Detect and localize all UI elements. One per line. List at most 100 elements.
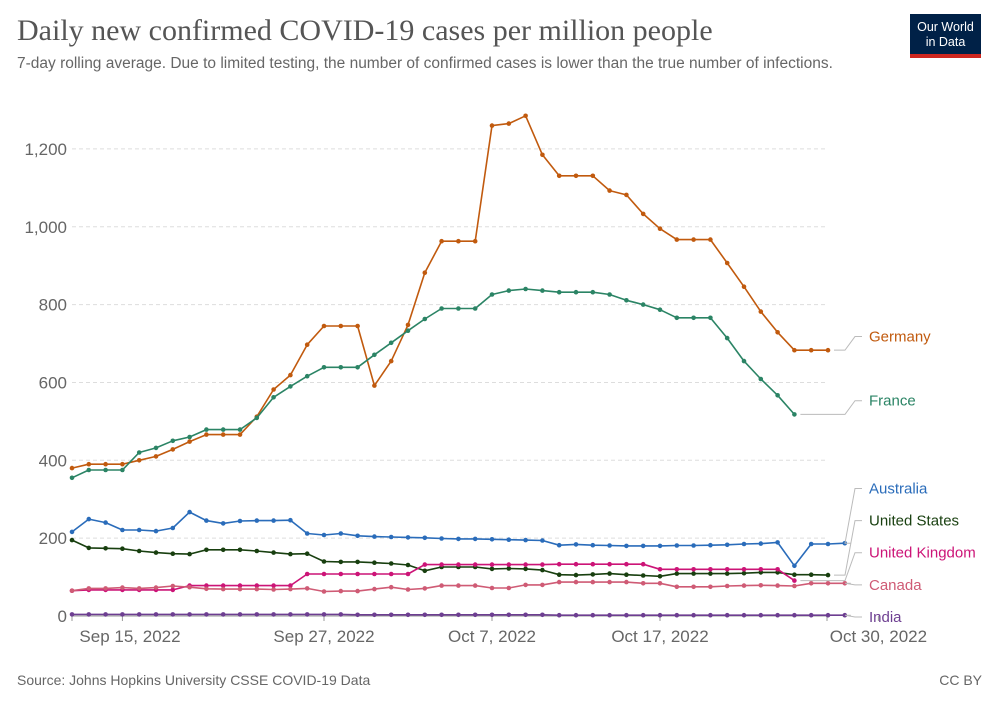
data-point-india — [506, 612, 512, 618]
data-point-australia — [170, 525, 176, 531]
data-point-france — [456, 306, 461, 311]
data-point-india — [338, 612, 344, 617]
data-point-united-kingdom — [388, 571, 394, 577]
data-point-france — [624, 298, 629, 303]
data-point-india — [170, 612, 176, 617]
data-point-germany — [540, 152, 545, 158]
data-point-united-states — [288, 551, 293, 557]
series-line-united-states[interactable] — [71, 539, 829, 578]
data-point-united-kingdom — [640, 561, 646, 567]
data-point-canada — [489, 585, 495, 591]
data-point-canada — [607, 579, 612, 585]
data-point-canada — [288, 586, 293, 592]
data-point-germany — [338, 323, 344, 329]
data-point-united-kingdom — [674, 567, 680, 572]
data-point-united-kingdom — [775, 567, 780, 572]
data-point-france — [691, 315, 696, 321]
data-point-france — [288, 384, 293, 389]
data-point-france — [422, 316, 428, 322]
data-point-australia — [204, 518, 209, 523]
data-point-australia — [657, 543, 663, 549]
data-point-germany — [86, 461, 92, 467]
data-point-germany — [741, 284, 747, 290]
data-point-france — [388, 340, 394, 346]
data-point-india — [187, 612, 192, 617]
data-point-united-kingdom — [590, 561, 596, 567]
data-point-australia — [372, 534, 377, 539]
data-point-canada — [422, 586, 428, 591]
data-point-germany — [472, 238, 478, 244]
data-point-united-states — [405, 562, 411, 568]
data-point-australia — [271, 518, 276, 523]
data-point-india — [825, 612, 831, 618]
y-tick-label: 800 — [39, 296, 67, 315]
y-tick-label: 200 — [39, 529, 67, 548]
data-point-canada — [724, 583, 730, 589]
data-point-united-kingdom — [607, 561, 612, 567]
data-point-canada — [254, 586, 260, 592]
data-point-united-states — [220, 547, 226, 553]
data-point-canada — [472, 583, 478, 588]
data-point-united-states — [624, 572, 629, 577]
data-point-france — [708, 315, 713, 321]
data-point-canada — [540, 582, 545, 588]
data-point-australia — [187, 509, 192, 515]
data-point-united-states — [674, 571, 680, 576]
data-point-united-kingdom — [422, 562, 428, 567]
series-line-france[interactable] — [71, 288, 796, 479]
data-point-france — [540, 288, 545, 293]
legend-connector-australia — [844, 487, 862, 544]
data-point-canada — [271, 587, 276, 592]
data-point-germany — [439, 238, 444, 244]
data-point-germany — [355, 323, 360, 329]
data-point-united-kingdom — [556, 561, 562, 567]
y-tick-label: 400 — [39, 451, 67, 470]
data-point-australia — [439, 536, 444, 541]
data-point-germany — [775, 330, 780, 335]
data-point-australia — [506, 537, 512, 542]
data-point-india — [540, 612, 545, 618]
data-point-canada — [792, 583, 797, 589]
data-point-australia — [86, 516, 92, 522]
data-point-australia — [422, 535, 428, 541]
data-point-australia — [808, 541, 814, 547]
data-point-germany — [489, 123, 495, 128]
owid-logo[interactable]: Our World in Data — [910, 14, 981, 58]
legend-label-united-states: United States — [869, 513, 959, 530]
series-line-germany[interactable] — [71, 115, 828, 469]
data-point-france — [607, 292, 612, 297]
data-point-india — [792, 612, 797, 618]
data-point-canada — [103, 586, 108, 591]
data-point-india — [204, 612, 209, 617]
data-point-india — [708, 612, 713, 618]
data-point-india — [372, 612, 377, 618]
data-point-united-states — [506, 566, 512, 571]
data-point-australia — [724, 542, 730, 548]
data-point-united-states — [489, 566, 495, 572]
data-point-india — [607, 612, 612, 618]
data-point-united-kingdom — [355, 571, 360, 577]
data-point-australia — [120, 527, 125, 533]
data-point-united-states — [741, 570, 747, 576]
data-point-germany — [405, 322, 411, 328]
data-point-india — [456, 612, 461, 618]
data-point-germany — [556, 173, 562, 179]
data-point-united-states — [153, 550, 159, 555]
data-point-canada — [439, 583, 444, 588]
series-line-united-kingdom[interactable] — [71, 563, 795, 592]
data-point-france — [439, 306, 444, 311]
chart-title: Daily new confirmed COVID-19 cases per m… — [17, 14, 713, 47]
data-point-united-states — [120, 546, 125, 551]
data-point-france — [120, 467, 125, 473]
data-point-canada — [69, 588, 75, 593]
data-point-united-states — [388, 561, 394, 566]
source-note: Source: Johns Hopkins University CSSE CO… — [17, 672, 371, 688]
data-point-united-kingdom — [657, 567, 663, 572]
data-point-germany — [674, 237, 680, 242]
data-point-france — [355, 365, 360, 370]
data-point-united-kingdom — [170, 587, 176, 593]
license-link[interactable]: CC BY — [939, 672, 982, 688]
data-point-france — [254, 415, 260, 421]
data-point-germany — [607, 188, 612, 193]
data-point-canada — [355, 588, 360, 594]
